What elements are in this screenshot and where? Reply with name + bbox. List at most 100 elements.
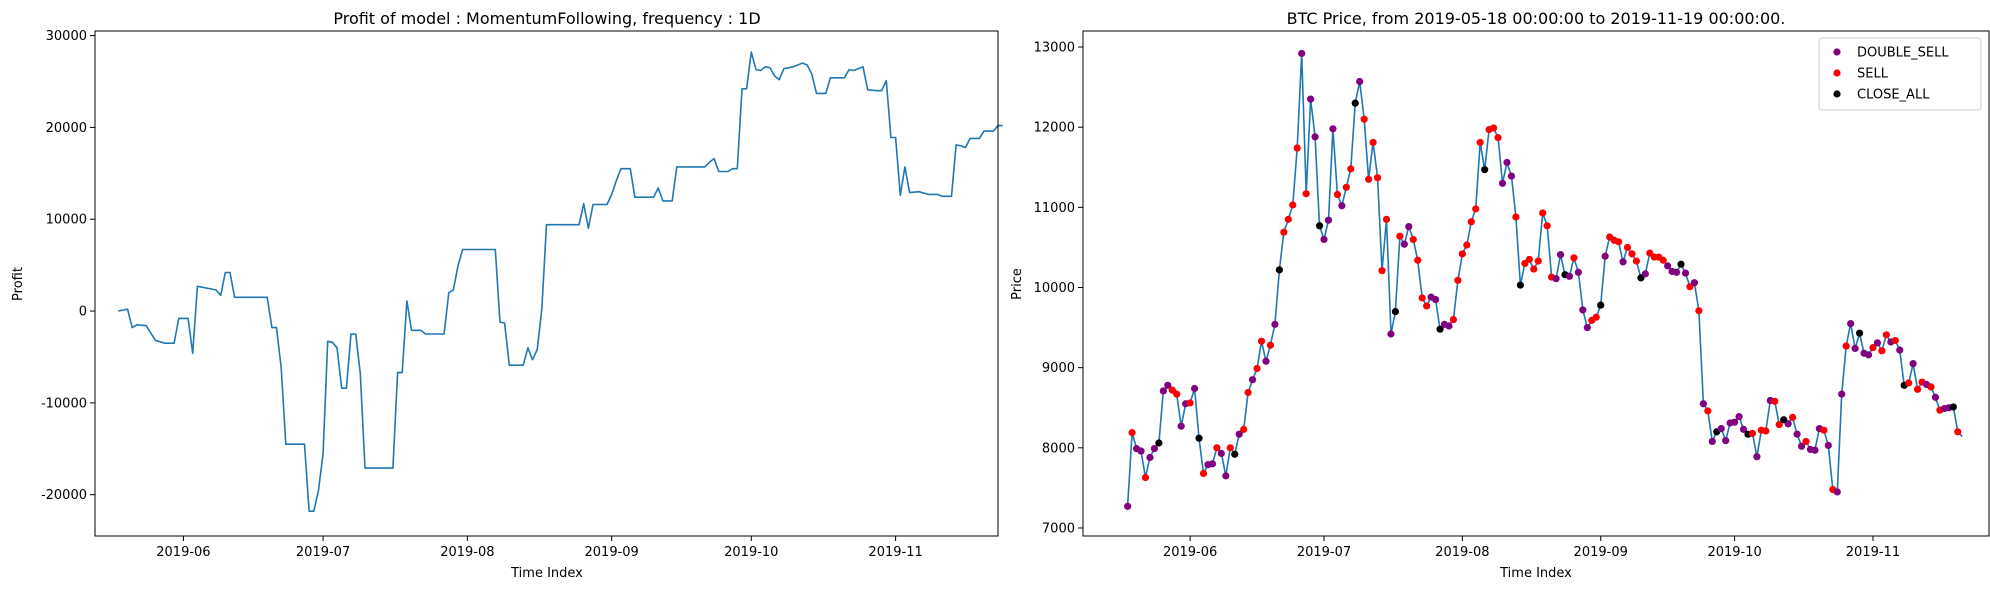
- marker-double-sell: [1445, 322, 1453, 330]
- marker-double-sell: [1556, 251, 1565, 259]
- marker-sell: [1213, 444, 1221, 452]
- marker-close-all: [1481, 166, 1489, 174]
- marker-double-sell: [1699, 400, 1707, 408]
- marker-sell: [1418, 294, 1426, 302]
- marker-sell: [1570, 254, 1578, 262]
- marker-double-sell: [1248, 376, 1257, 384]
- marker-double-sell: [1405, 222, 1413, 231]
- marker-sell: [1659, 256, 1667, 264]
- price-y-tick-label: 13000: [1034, 41, 1075, 56]
- profit-y-tick-label: -10000: [41, 396, 87, 411]
- marker-double-sell: [1717, 424, 1725, 433]
- marker-double-sell: [1565, 272, 1574, 280]
- price-x-axis-label: Time Index: [1499, 566, 1572, 581]
- marker-double-sell: [1320, 235, 1328, 244]
- profit-x-axis-label: Time Index: [510, 566, 583, 581]
- marker-close-all: [1436, 325, 1444, 333]
- marker-sell: [1905, 379, 1913, 387]
- marker-sell: [1141, 473, 1150, 482]
- profit-x-tick-label: 2019-07: [296, 545, 350, 560]
- marker-sell: [1396, 232, 1404, 240]
- marker-double-sell: [1329, 125, 1337, 133]
- marker-close-all: [1677, 260, 1685, 268]
- marker-double-sell: [1797, 442, 1806, 450]
- marker-sell: [1423, 302, 1431, 310]
- profit-y-tick-label: -20000: [41, 488, 87, 503]
- marker-sell: [1378, 267, 1386, 275]
- price-x-tick-label: 2019-10: [1707, 545, 1761, 560]
- marker-double-sell: [1753, 453, 1761, 461]
- marker-sell: [1284, 215, 1292, 223]
- profit-y-axis-label: Profit: [11, 267, 26, 301]
- marker-close-all: [1275, 266, 1283, 274]
- marker-sell: [1592, 313, 1600, 321]
- legend-marker: [1833, 69, 1841, 77]
- marker-double-sell: [1124, 502, 1132, 510]
- marker-sell: [1373, 174, 1382, 182]
- marker-close-all: [1351, 99, 1359, 107]
- price-x-tick-label: 2019-06: [1163, 545, 1217, 560]
- marker-sell: [1463, 241, 1471, 249]
- marker-double-sell: [1262, 357, 1270, 365]
- marker-double-sell: [1338, 202, 1346, 210]
- marker-double-sell: [1731, 418, 1739, 426]
- marker-sell: [1347, 165, 1355, 173]
- marker-sell: [1280, 228, 1288, 236]
- marker-close-all: [1949, 403, 1957, 411]
- marker-sell: [1954, 428, 1962, 436]
- profit-y-tick-label: 0: [79, 305, 87, 320]
- legend-marker: [1833, 48, 1841, 56]
- marker-double-sell: [1574, 268, 1582, 276]
- marker-sell: [1289, 201, 1297, 209]
- marker-double-sell: [1146, 453, 1154, 462]
- marker-sell: [1253, 364, 1261, 373]
- marker-double-sell: [1159, 387, 1167, 395]
- marker-sell: [1173, 390, 1181, 398]
- profit-chart: Profit of model : MomentumFollowing, fre…: [11, 9, 1003, 581]
- marker-sell: [1458, 250, 1466, 258]
- marker-sell: [1695, 307, 1703, 315]
- marker-double-sell: [1672, 268, 1681, 276]
- marker-sell: [1623, 243, 1632, 252]
- marker-sell: [1360, 115, 1368, 123]
- marker-sell: [1382, 215, 1391, 223]
- marker-sell: [1333, 190, 1341, 199]
- marker-double-sell: [1722, 437, 1730, 445]
- marker-close-all: [1195, 434, 1203, 442]
- marker-double-sell: [1137, 447, 1145, 455]
- legend-label: CLOSE_ALL: [1857, 88, 1930, 103]
- legend-marker: [1833, 90, 1841, 98]
- marker-sell: [1490, 124, 1498, 132]
- marker-sell: [1186, 399, 1194, 407]
- price-x-tick-label: 2019-09: [1574, 545, 1628, 560]
- price-chart: BTC Price, from 2019-05-18 00:00:00 to 2…: [1010, 9, 1990, 581]
- marker-double-sell: [1307, 95, 1315, 103]
- marker-sell: [1842, 342, 1850, 350]
- marker-sell: [1927, 383, 1935, 391]
- profit-y-tick-label: 20000: [46, 121, 87, 136]
- marker-double-sell: [1208, 460, 1217, 468]
- price-x-axis: 2019-06 2019-07 2019-08 2019-09 2019-10 2019-…: [1163, 536, 1900, 560]
- price-y-tick-label: 8000: [1042, 441, 1075, 456]
- marker-close-all: [1315, 222, 1324, 230]
- marker-sell: [1878, 347, 1886, 355]
- marker-sell: [1409, 235, 1417, 244]
- marker-double-sell: [1793, 430, 1801, 438]
- marker-double-sell: [1164, 381, 1172, 389]
- marker-sell: [1512, 213, 1520, 221]
- marker-double-sell: [1847, 319, 1855, 328]
- marker-sell: [1454, 276, 1462, 284]
- price-y-tick-label: 11000: [1034, 201, 1075, 216]
- profit-plot-frame: [94, 30, 999, 537]
- price-chart-title: BTC Price, from 2019-05-18 00:00:00 to 2…: [1287, 9, 1786, 28]
- marker-double-sell: [1838, 390, 1846, 398]
- marker-sell: [1882, 331, 1890, 339]
- marker-sell: [1543, 222, 1551, 230]
- marker-double-sell: [1431, 295, 1440, 304]
- profit-x-tick-label: 2019-08: [440, 545, 494, 560]
- price-y-axis: 7000 8000 9000 10000 11000 12000 13000: [1034, 41, 1083, 536]
- profit-x-tick-label: 2019-11: [868, 545, 922, 560]
- marker-double-sell: [1681, 269, 1690, 277]
- marker-double-sell: [1311, 133, 1319, 141]
